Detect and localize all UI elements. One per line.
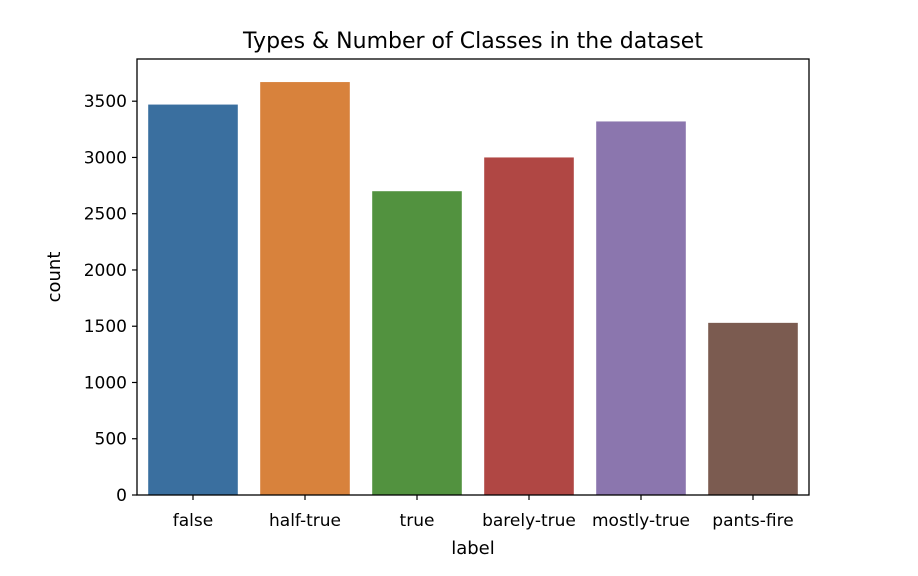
y-tick-label: 2500: [84, 205, 127, 225]
y-axis-label: count: [44, 252, 65, 303]
x-tick-label: pants-fire: [712, 511, 793, 531]
bar-mostly-true: [596, 121, 686, 495]
plot-frame: [136, 58, 810, 496]
y-tick-label: 1000: [84, 373, 127, 393]
x-tick-label: barely-true: [482, 511, 576, 531]
y-tick-label: 1500: [84, 317, 127, 337]
x-axis-label: label: [451, 538, 495, 559]
y-tick-label: 3500: [84, 92, 127, 112]
y-tick-label: 0: [116, 486, 127, 506]
bars-layer: [148, 82, 798, 495]
y-tick-label: 500: [95, 430, 127, 450]
y-tick-label: 2000: [84, 261, 127, 281]
x-axis-ticks: false half-true true barely-true mostly-true…: [173, 495, 794, 531]
bar-true: [372, 191, 462, 495]
bar-false: [148, 104, 238, 495]
bar-half-true: [260, 82, 350, 495]
bar-pants-fire: [708, 322, 798, 495]
chart-title: Types & Number of Classes in the dataset: [242, 29, 703, 54]
x-tick-label: true: [400, 511, 435, 531]
x-tick-label: half-true: [269, 511, 341, 531]
y-tick-label: 3000: [84, 148, 127, 168]
x-tick-label: mostly-true: [592, 511, 690, 531]
x-tick-label: false: [173, 511, 213, 531]
y-axis-ticks: 0 500 1000 1500 2000 2500 3000 3500: [84, 92, 137, 506]
bar-barely-true: [484, 157, 574, 495]
